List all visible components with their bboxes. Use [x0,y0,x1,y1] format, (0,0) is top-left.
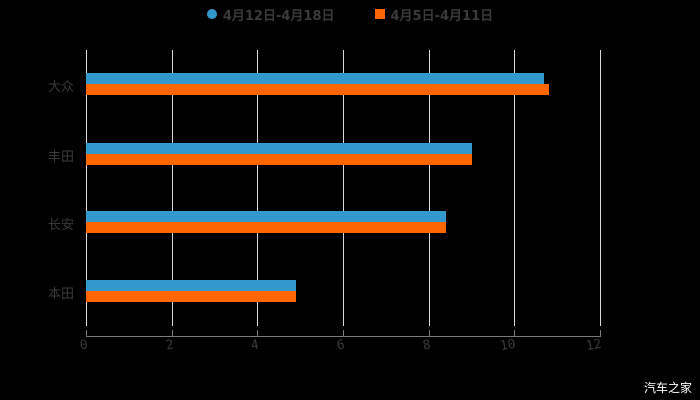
x-tick-label: 12 [584,336,603,355]
legend-label: 4月12日-4月18日 [222,8,335,24]
grid-line [514,50,516,326]
bar[interactable] [86,84,549,95]
category-label: 丰田 [48,150,75,165]
grid-line [171,50,173,326]
x-tick-label: 2 [164,337,175,354]
legend-item-series-2[interactable]: 4月5日-4月11日 [374,5,494,24]
x-tick [86,330,87,337]
grid-line [343,50,344,326]
legend-marker-square-icon [374,9,385,19]
x-tick-label: 6 [335,337,347,354]
bar[interactable] [86,222,446,233]
x-tick-label: 8 [421,337,432,354]
x-tick-label: 4 [250,337,261,354]
bar[interactable] [86,211,446,222]
watermark: 汽车之家 [643,381,692,395]
category-label: 本田 [48,287,75,302]
category-label: 大众 [48,80,75,95]
x-tick-label: 10 [499,336,518,355]
legend-marker-circle-icon [206,9,217,19]
legend-label: 4月5日-4月11日 [390,8,494,24]
x-tick [514,330,516,337]
grid-line [428,50,430,326]
bar[interactable] [86,73,545,84]
chart-legend: 4月12日-4月18日 4月5日-4月11日 [0,4,700,24]
x-tick [600,330,601,337]
bar[interactable] [86,280,296,291]
grid-line [86,50,87,326]
x-tick [171,330,173,337]
bar[interactable] [86,291,296,302]
x-tick [257,330,259,337]
bar[interactable] [86,143,472,154]
x-tick [428,330,430,337]
grid-line [600,50,601,326]
x-tick-label: 0 [78,337,90,354]
bar[interactable] [86,154,472,165]
legend-item-series-1[interactable]: 4月12日-4月18日 [206,5,335,24]
x-tick [343,330,344,337]
grid-line [257,50,259,326]
category-label: 长安 [48,218,75,233]
